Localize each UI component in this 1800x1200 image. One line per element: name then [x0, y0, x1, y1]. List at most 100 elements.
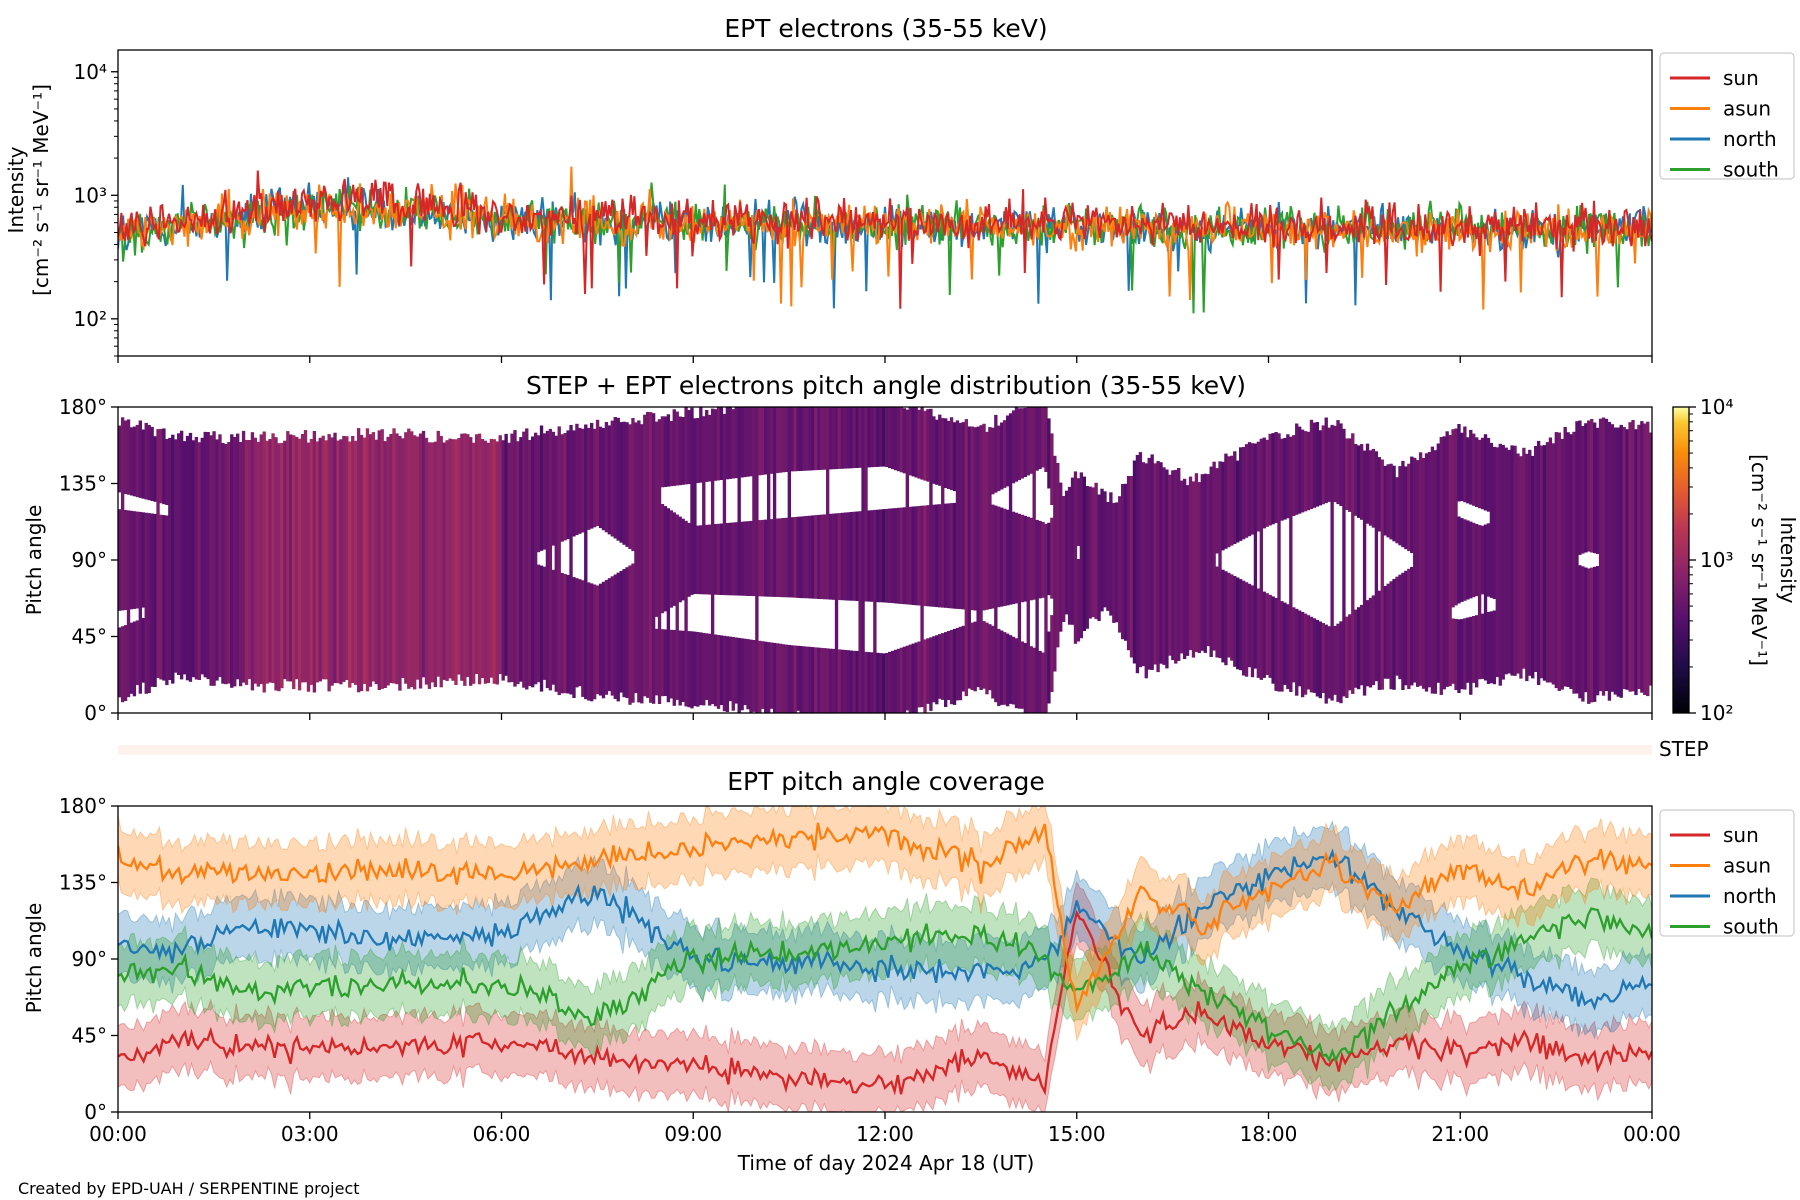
heatmap-cell [1368, 450, 1373, 526]
heatmap-cell [297, 438, 302, 691]
heatmap-cell [233, 437, 237, 687]
heatmap-cell [1365, 600, 1370, 687]
heatmap-cell [236, 433, 240, 680]
heatmap-cell [194, 437, 199, 680]
heatmap-cell [1324, 624, 1328, 704]
heatmap-cell [867, 510, 871, 602]
heatmap-cell [852, 511, 856, 601]
heatmap-cell [1383, 586, 1387, 679]
heatmap-cell [1407, 463, 1411, 552]
heatmap-cell [946, 503, 951, 609]
heatmap-cell [849, 650, 853, 713]
heatmap-cell [855, 651, 859, 713]
heatmap-cell [761, 641, 765, 709]
heatmap-cell [191, 440, 196, 678]
heatmap-cell [867, 652, 871, 713]
band-sun [118, 880, 1652, 1112]
heatmap-cell [719, 523, 724, 595]
heatmap-cell [1401, 460, 1405, 548]
heatmap-cell [578, 428, 582, 534]
heatmap-cell [775, 643, 780, 713]
heatmap-cell [1486, 612, 1491, 684]
heatmap-cell [793, 645, 797, 713]
heatmap-cell [1351, 433, 1355, 694]
heatmap-cell [604, 580, 609, 695]
heatmap-cell [1475, 524, 1479, 597]
heatmap-cell [498, 435, 502, 675]
heatmap-cell [120, 626, 125, 703]
heatmap-cell [1115, 502, 1119, 623]
heatmap-cell [129, 622, 134, 694]
heatmap-cell [209, 435, 213, 686]
heatmap-cell [669, 510, 673, 608]
heatmap-cell [1014, 638, 1019, 709]
heatmap-cell [1492, 446, 1497, 599]
heatmap-cell [126, 510, 131, 698]
heatmap-cell [292, 435, 296, 690]
heatmap-cell [902, 507, 907, 605]
heatmap-cell [256, 441, 260, 687]
heatmap-cell [120, 417, 125, 611]
heatmap-cell [1191, 481, 1196, 658]
heatmap-cell [1298, 426, 1302, 514]
heatmap-cell [879, 509, 883, 603]
heatmap-cell [634, 422, 638, 694]
heatmap-cell [725, 407, 730, 480]
heatmap-cell [1318, 430, 1322, 506]
xtick-label: 06:00 [473, 1122, 531, 1146]
heatmap-cell [522, 431, 526, 688]
heatmap-cell [708, 414, 712, 482]
heatmap-cell [705, 524, 709, 595]
heatmap-cell [764, 641, 768, 713]
heatmap-cell [1498, 443, 1502, 686]
heatmap-cell [1000, 422, 1004, 490]
heatmap-cell [997, 628, 1001, 707]
heatmap-cell [843, 650, 848, 713]
heatmap-cell [1601, 417, 1606, 696]
heatmap-cell [769, 519, 774, 597]
heatmap-cell [1572, 431, 1576, 694]
heatmap-cell [1047, 522, 1051, 596]
heatmap-cell [772, 642, 777, 713]
ylabel-intensity-line1: Intensity [4, 146, 28, 233]
heatmap-cell [312, 431, 317, 693]
heatmap-cell [162, 515, 166, 681]
heatmap-cell [1480, 437, 1485, 510]
heatmap-cell [731, 409, 735, 479]
heatmap-cell [870, 407, 874, 468]
heatmap-cell [1250, 585, 1255, 678]
heatmap-cell [342, 436, 346, 682]
heatmap-cell [938, 504, 942, 608]
heatmap-cell [831, 513, 836, 600]
heatmap-cell [162, 428, 166, 505]
colorbar-label-line2: [cm⁻² s⁻¹ sr⁻¹ MeV⁻¹] [1747, 454, 1771, 666]
heatmap-cell [1256, 441, 1261, 532]
heatmap-cell [1584, 423, 1588, 553]
heatmap-cell [840, 649, 845, 713]
heatmap-cell [1554, 432, 1558, 689]
heatmap-cell [1079, 472, 1084, 639]
heatmap-cell [946, 631, 951, 700]
heatmap-cell [601, 581, 606, 699]
heatmap-cell [802, 407, 806, 471]
heatmap-cell [613, 417, 617, 539]
heatmap-cell [814, 515, 818, 599]
series-line-sun [118, 909, 1652, 1096]
heatmap-cell [849, 512, 853, 601]
heatmap-cell [1472, 433, 1476, 506]
heatmap-cell [395, 433, 399, 685]
xtick-label: 18:00 [1240, 1122, 1298, 1146]
heatmap-cell [879, 653, 883, 713]
heatmap-cell [1392, 579, 1396, 690]
heatmap-pad [118, 407, 1653, 713]
ytick-label: 0° [84, 1100, 107, 1124]
heatmap-cell [1469, 616, 1473, 695]
heatmap-cell [805, 646, 809, 713]
heatmap-cell [882, 653, 886, 713]
heatmap-cell [619, 570, 623, 693]
heatmap-cell [212, 431, 216, 686]
heatmap-cell [504, 433, 508, 676]
heatmap-cell [731, 522, 735, 596]
heatmap-cell [1469, 429, 1473, 505]
heatmap-cell [560, 434, 564, 542]
